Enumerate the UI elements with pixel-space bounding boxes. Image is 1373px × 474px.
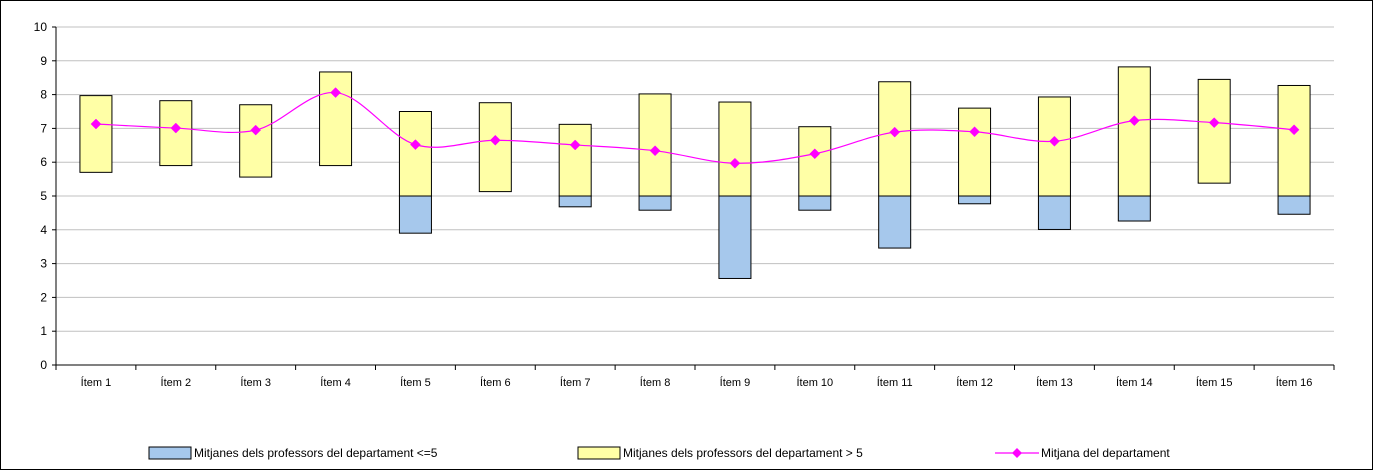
mean-marker [250, 124, 262, 136]
y-tick-label: 10 [34, 20, 48, 34]
bar-above-5 [798, 126, 832, 197]
x-axis-ticks: Ítem 1 Ítem 2 Ítem 3 Ítem 4 Ítem 5 Ítem 6 Ítem… [55, 365, 1335, 389]
x-tick-label: Ítem 12 [956, 376, 993, 389]
y-tick-label: 7 [40, 121, 47, 135]
mean-marker [649, 145, 661, 157]
mean-marker [330, 87, 341, 98]
bar-above-5 [398, 111, 432, 197]
x-tick-label: Ítem 14 [1116, 376, 1153, 389]
mean-marker [1049, 135, 1060, 147]
bar-above-5 [1117, 66, 1151, 197]
bar-below-5 [798, 195, 832, 211]
x-tick-label: Ítem 9 [720, 376, 751, 389]
bar-above-5 [718, 101, 752, 197]
bar-above-5 [159, 100, 193, 167]
bar-above-5 [558, 123, 592, 197]
x-tick-label: Ítem 15 [1196, 376, 1233, 389]
y-tick-label: 1 [40, 324, 47, 338]
mean-marker [1128, 115, 1140, 126]
mean-marker [170, 122, 182, 134]
bar-above-5 [478, 102, 512, 193]
x-tick-label: Ítem 16 [1276, 376, 1313, 389]
bar-above-5 [638, 93, 672, 197]
y-axis-ticks: 0 1 2 3 4 5 6 7 8 9 10 [34, 20, 56, 372]
x-tick-label: Ítem 10 [796, 376, 833, 389]
mean-marker [809, 148, 821, 160]
bar-below-5 [638, 195, 672, 211]
mean-marker [410, 139, 421, 150]
legend: Mitjanes dels professors del departament… [148, 446, 1170, 460]
bar-below-5 [1037, 195, 1071, 230]
bar-above-5 [79, 95, 113, 173]
y-tick-label: 5 [40, 189, 47, 203]
x-tick-label: Ítem 3 [240, 376, 271, 389]
x-tick-label: Ítem 5 [400, 376, 431, 389]
bar-above-5 [878, 81, 912, 197]
bar-below-5 [958, 195, 992, 205]
bar-above-5 [1277, 84, 1311, 197]
legend-marker [1012, 448, 1022, 458]
x-tick-label: Ítem 6 [480, 376, 511, 389]
department-mean-line [90, 87, 1300, 169]
legend-label: Mitjanes dels professors del departament… [623, 446, 863, 460]
y-tick-label: 8 [40, 88, 47, 102]
legend-label: Mitjanes dels professors del departament… [194, 446, 438, 460]
mean-marker [729, 157, 741, 169]
y-tick-label: 4 [40, 223, 47, 237]
legend-swatch [148, 446, 192, 460]
bar-below-5 [558, 195, 592, 208]
legend-label: Mitjana del departament [1041, 446, 1170, 460]
x-tick-label: Ítem 1 [81, 376, 112, 389]
mean-marker [489, 134, 501, 146]
x-tick-label: Ítem 7 [560, 376, 591, 389]
mean-marker [569, 139, 581, 151]
y-tick-label: 2 [40, 290, 47, 304]
bar-above-5 [958, 107, 992, 197]
bar-above-5 [1197, 78, 1231, 184]
mean-marker [1288, 124, 1300, 136]
y-tick-label: 9 [40, 54, 47, 68]
y-tick-label: 0 [40, 358, 47, 372]
mean-marker [969, 126, 980, 138]
mean-marker [889, 126, 901, 138]
x-tick-label: Ítem 2 [161, 376, 192, 389]
bar-above-5 [239, 104, 273, 178]
y-tick-label: 3 [40, 257, 47, 271]
x-tick-label: Ítem 4 [320, 376, 351, 389]
mean-marker [90, 118, 102, 130]
x-tick-label: Ítem 8 [640, 376, 671, 389]
x-tick-label: Ítem 13 [1036, 376, 1073, 389]
bar-below-5 [718, 195, 752, 279]
bar-above-5 [319, 71, 353, 167]
bar-below-5 [1277, 195, 1311, 215]
bar-below-5 [398, 195, 432, 234]
legend-swatch [577, 446, 621, 460]
bar-below-5 [878, 195, 912, 249]
y-tick-label: 6 [40, 155, 47, 169]
mean-line [95, 91, 1295, 164]
bar-below-5 [1117, 195, 1151, 222]
mean-marker [1208, 117, 1220, 129]
bars [79, 66, 1311, 279]
x-tick-label: Ítem 11 [877, 376, 913, 389]
